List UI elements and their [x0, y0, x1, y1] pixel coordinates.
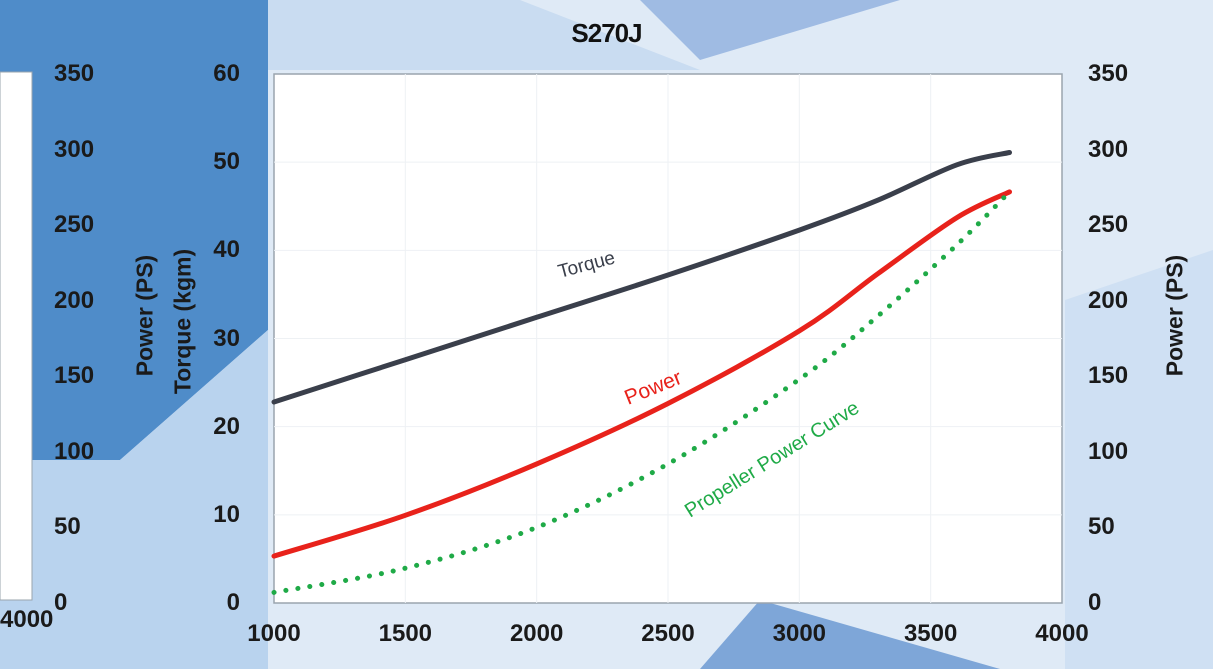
- series-power-line: [271, 189, 1012, 559]
- left-panel-y-tick-label: 150: [54, 362, 95, 390]
- series-propeller-power-curve-line: [271, 189, 1012, 595]
- y-left-tick-label: 20: [213, 412, 240, 440]
- x-tick-label: 3000: [772, 620, 827, 647]
- y-axis-right-title: Power (PS): [1161, 254, 1188, 377]
- x-tick-label: 4000: [1035, 620, 1089, 647]
- left-panel-y-tick-label: 250: [54, 211, 95, 239]
- series-torque-line: [271, 150, 1012, 405]
- left-panel-y-tick-label: 50: [54, 513, 81, 541]
- y-right-tick-label: 50: [1088, 513, 1115, 541]
- y-right-tick-label: 300: [1088, 135, 1129, 163]
- x-tick-label: 2500: [641, 620, 695, 647]
- background-blue-shape: [0, 0, 268, 460]
- x-tick-label: 2000: [509, 620, 564, 647]
- y-right-tick-label: 150: [1088, 362, 1129, 390]
- left-panel-y-tick-label: 350: [54, 60, 95, 87]
- y-right-tick-label: 0: [1088, 589, 1102, 616]
- chart-title: S270J: [571, 18, 642, 48]
- y-right-tick-label: 250: [1088, 211, 1129, 239]
- x-tick-label: 1500: [378, 620, 433, 647]
- left-panel-y-tick-label: 300: [54, 135, 95, 163]
- left-panel-y-tick-label: 100: [54, 437, 95, 465]
- left-panel-plot-area: [0, 71, 33, 601]
- left-panel-y-tick-label: 200: [54, 286, 95, 314]
- y-right-tick-label: 350: [1088, 60, 1129, 87]
- left-panel-y-tick-label: 0: [54, 589, 68, 616]
- y-right-tick-label: 200: [1088, 286, 1129, 314]
- left-panel-x-tick: 4000: [0, 606, 54, 633]
- x-tick-label: 3500: [903, 620, 958, 647]
- y-left-tick-label: 0: [226, 589, 240, 616]
- y-left-tick-label: 50: [213, 148, 240, 176]
- y-right-tick-label: 100: [1088, 437, 1129, 465]
- y-left-tick-label: 30: [213, 324, 240, 352]
- y-axis-left-title: Torque (kgm): [169, 248, 196, 395]
- y-left-tick-label: 60: [213, 60, 240, 87]
- y-left-tick-label: 40: [213, 236, 240, 264]
- y-left-tick-label: 10: [213, 500, 240, 528]
- x-tick-label: 1000: [247, 620, 301, 647]
